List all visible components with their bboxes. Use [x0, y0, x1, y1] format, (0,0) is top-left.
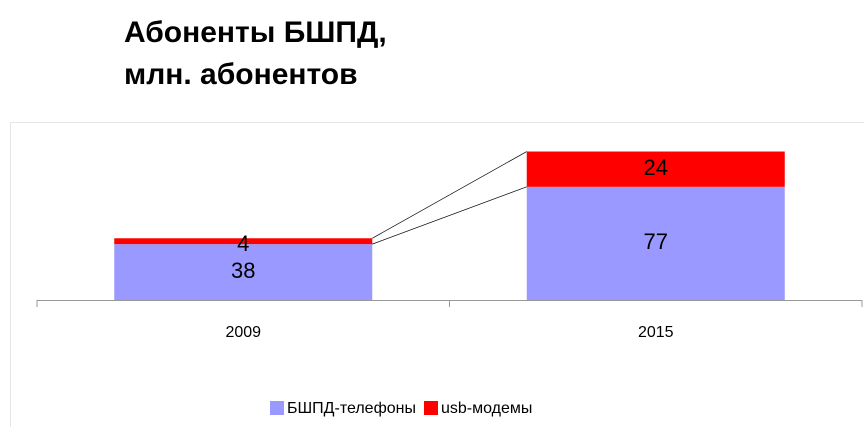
value-label: 77: [644, 229, 668, 254]
value-label: 38: [231, 258, 255, 283]
legend-swatch: [270, 401, 284, 415]
legend-label: usb-модемы: [441, 400, 532, 417]
value-label: 24: [644, 155, 668, 180]
value-label: 4: [237, 231, 249, 256]
legend-label: БШПД-телефоны: [287, 400, 416, 417]
x-tick-label: 2009: [225, 324, 261, 341]
x-tick-label: 2015: [638, 324, 674, 341]
series-line: [372, 152, 527, 239]
chart-title: Абоненты БШПД,: [124, 16, 387, 49]
chart-title: млн. абонентов: [124, 58, 358, 91]
series-line: [372, 187, 527, 244]
legend-swatch: [424, 401, 438, 415]
